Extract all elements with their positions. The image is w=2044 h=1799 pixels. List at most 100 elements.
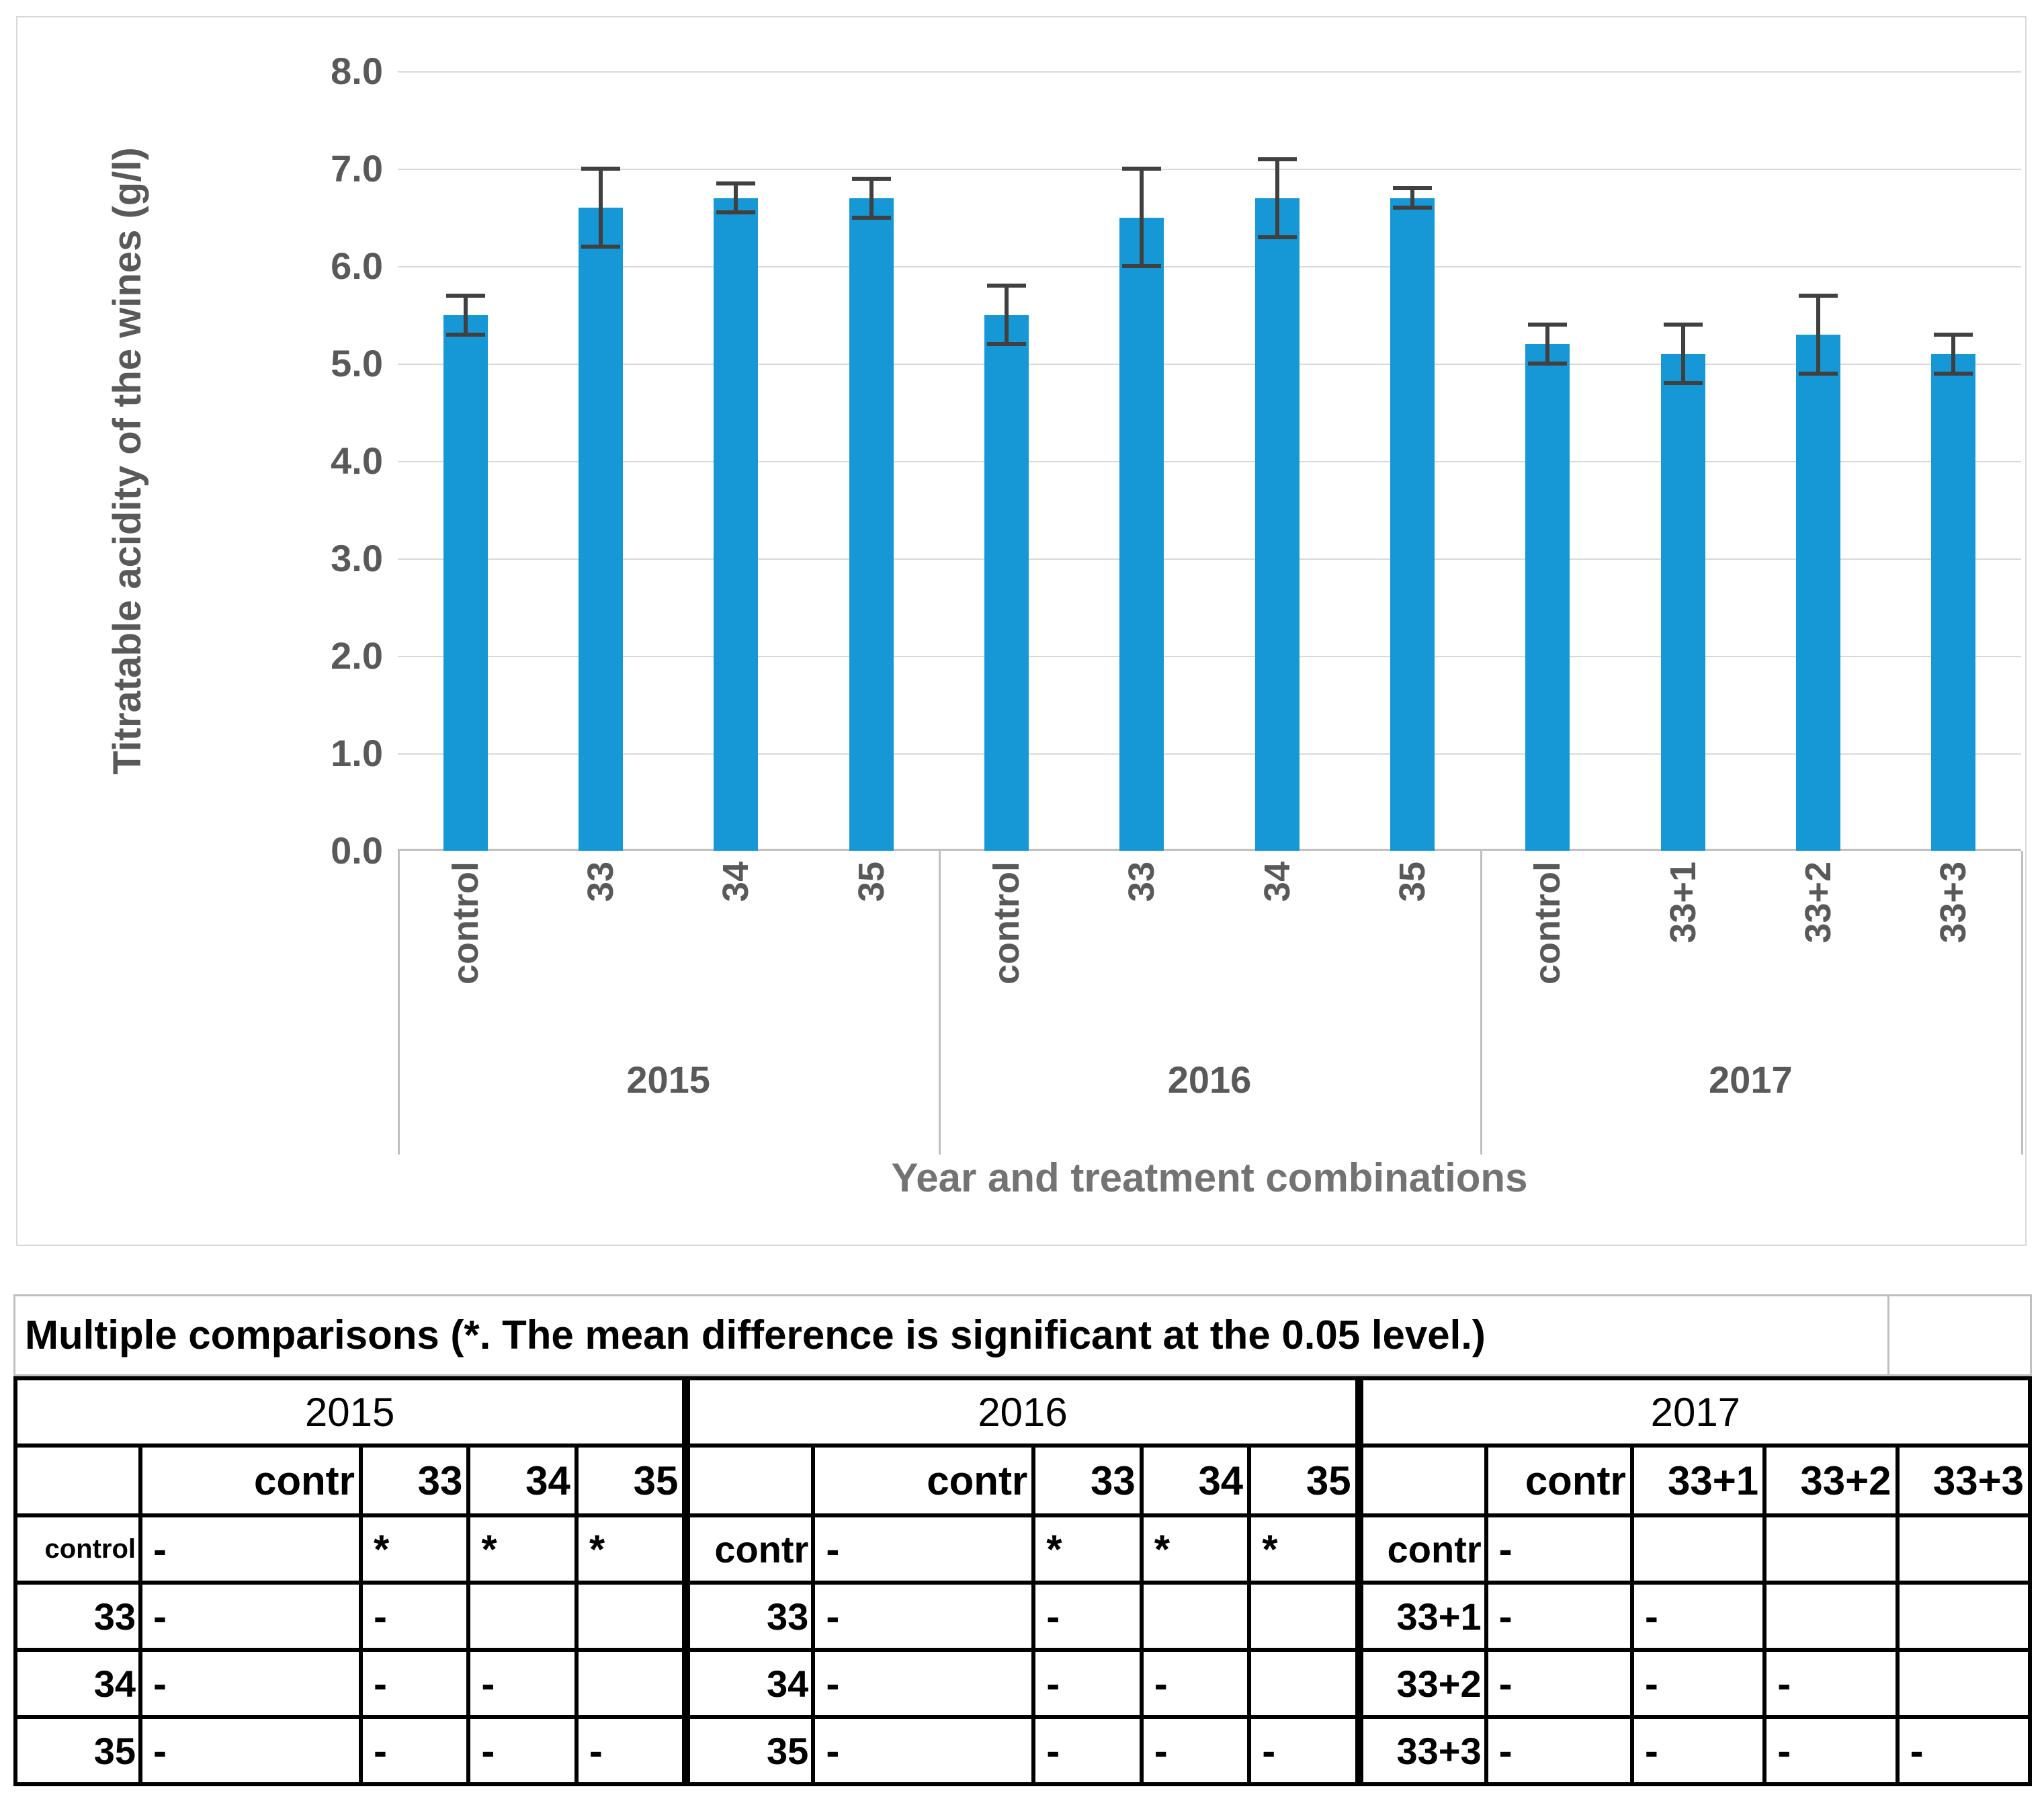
column-header: 34 <box>466 1444 579 1517</box>
column-header: 33+2 <box>1762 1444 1900 1517</box>
comparison-cell: - <box>811 1581 1036 1652</box>
row-header: 35 <box>13 1715 142 1786</box>
comparison-cell <box>1247 1648 1359 1719</box>
axis-group-separator <box>939 851 941 1155</box>
comparison-cell: * <box>466 1513 579 1585</box>
comparison-cell: - <box>811 1648 1036 1719</box>
category-slot: 35 <box>1345 862 1480 1083</box>
comparison-table-title-gap <box>1889 1294 2032 1376</box>
comparison-cell: - <box>466 1715 579 1786</box>
comparison-cell: - <box>358 1648 471 1719</box>
error-bar-cap <box>986 284 1026 288</box>
error-bar-cap <box>1934 332 1973 337</box>
error-bar-cap <box>1663 323 1703 327</box>
category-slot: 33+2 <box>1750 862 1885 1083</box>
bar-slot-2017-33+3 <box>1886 71 2021 851</box>
bar-slot-2015-33 <box>533 71 668 851</box>
block-year-header: 2017 <box>1359 1376 2032 1448</box>
bar-2017-control <box>1525 344 1570 851</box>
y-tick-label: 8.0 <box>331 50 383 92</box>
column-header: contr <box>1484 1444 1634 1517</box>
comparison-cell: - <box>1139 1715 1252 1786</box>
error-bar <box>598 169 603 247</box>
error-bar <box>1410 188 1414 208</box>
comparison-block-2015: 2015 contr 33 34 35 control - * * * 33- -34- - -35- - -… <box>13 1376 687 1786</box>
bar-2016-control <box>984 315 1029 851</box>
error-bar-cap <box>1257 157 1297 161</box>
error-bar-cap <box>1528 323 1568 327</box>
bar-slot-2016-33 <box>1074 71 1209 851</box>
comparison-block-2016: 2016 contr 33 34 35 contr - * * * 33- -34- - -35- - - - <box>686 1376 1359 1786</box>
row-header: 34 <box>686 1648 816 1719</box>
row-header: control <box>13 1513 142 1585</box>
error-bar-cap <box>1392 206 1432 210</box>
column-header: 33 <box>1031 1444 1144 1517</box>
error-bar-cap <box>851 215 891 220</box>
category-label: control <box>1527 862 1568 985</box>
comparison-cell: * <box>1031 1513 1144 1585</box>
comparison-cell: - <box>574 1715 687 1786</box>
comparison-cell: - <box>811 1715 1036 1786</box>
bar-slot-2015-35 <box>804 71 939 851</box>
category-slot: 33 <box>533 862 668 1083</box>
comparison-cell: - <box>1484 1581 1634 1652</box>
bar-2017-33+2 <box>1795 334 1840 851</box>
row-header: 33+1 <box>1359 1581 1488 1652</box>
bar-2015-35 <box>849 198 894 851</box>
comparison-cell: - <box>1031 1648 1144 1719</box>
gridline <box>398 71 2021 73</box>
year-label-2017: 2017 <box>1709 1058 1793 1101</box>
category-label: 33 <box>1121 862 1162 903</box>
row-header: 33 <box>686 1581 816 1652</box>
column-header: 35 <box>574 1444 687 1517</box>
column-header: 35 <box>1247 1444 1359 1517</box>
error-bar <box>869 178 874 218</box>
y-tick-label: 1.0 <box>331 732 383 774</box>
comparison-cell <box>1895 1648 2032 1719</box>
bar-slot-2017-control <box>1480 71 1615 851</box>
category-label: 33+3 <box>1933 862 1974 944</box>
error-bar-cap <box>986 342 1026 346</box>
row-header: 33 <box>13 1581 142 1652</box>
row-header: contr <box>686 1513 816 1585</box>
comparison-cell <box>1247 1581 1359 1652</box>
bar-slots <box>398 71 2021 851</box>
comparison-cell: - <box>1895 1715 2032 1786</box>
error-bar-cap <box>716 210 756 215</box>
category-slot: 33+1 <box>1615 862 1750 1083</box>
error-bar-cap <box>1528 362 1568 366</box>
column-header: contr <box>138 1444 363 1517</box>
comparison-cell: - <box>811 1513 1036 1585</box>
comparison-table-title: Multiple comparisons (*. The mean differ… <box>13 1294 1889 1376</box>
comparison-cell: - <box>1247 1715 1359 1786</box>
comparison-cell: - <box>358 1715 471 1786</box>
category-labels: control 33 34 35 control 33 34 35 control 33+1 33+… <box>398 862 2021 1083</box>
y-axis-title: Titratable acidity of the wines (g/l) <box>105 147 149 775</box>
bar-slot-2017-33+2 <box>1750 71 1885 851</box>
row-header: 34 <box>13 1648 142 1719</box>
gridline <box>398 364 2021 365</box>
gridline <box>398 656 2021 657</box>
category-label: 33+1 <box>1662 862 1703 944</box>
comparison-cell: - <box>1484 1715 1634 1786</box>
comparison-cell <box>466 1581 579 1652</box>
y-tick-label: 5.0 <box>331 342 383 384</box>
error-bar-cap <box>581 167 620 171</box>
bar-2016-34 <box>1254 198 1300 851</box>
category-slot: control <box>1480 862 1615 1083</box>
category-label: control <box>986 862 1027 985</box>
error-bar-cap <box>851 176 891 181</box>
bar-chart: Titratable acidity of the wines (g/l) 8.… <box>16 16 2027 1246</box>
comparison-cell <box>1139 1581 1252 1652</box>
comparison-cell: - <box>1484 1648 1634 1719</box>
gridline <box>398 558 2021 560</box>
y-tick-label: 7.0 <box>331 147 383 190</box>
bar-2015-control <box>443 315 488 851</box>
error-bar <box>1140 169 1144 266</box>
axis-group-separator <box>398 851 400 1155</box>
category-label: 35 <box>851 862 892 903</box>
bar-2017-33+3 <box>1931 353 1976 851</box>
bar-slot-2016-control <box>939 71 1074 851</box>
bar-slot-2016-34 <box>1209 71 1345 851</box>
